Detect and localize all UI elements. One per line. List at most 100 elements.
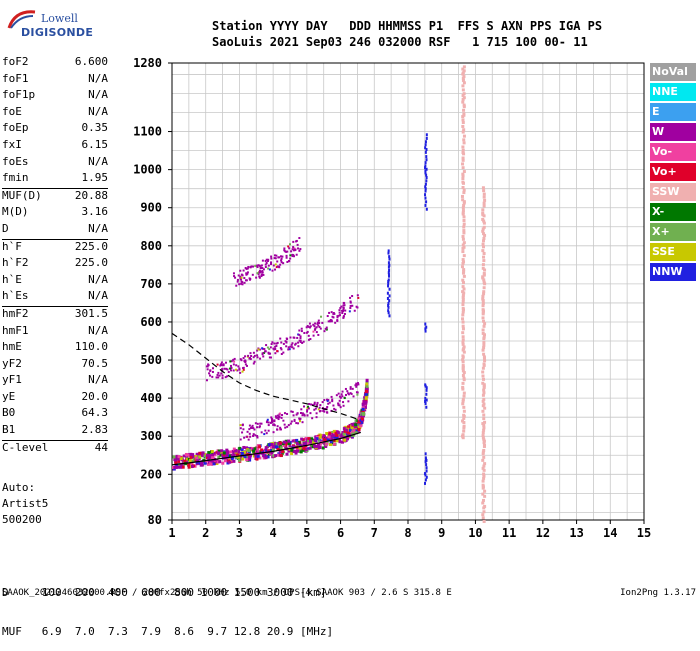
param-value: 20.88 (74, 188, 108, 202)
interference-point (481, 266, 485, 270)
echo-point (355, 382, 358, 385)
y-tick-label: 400 (140, 391, 162, 405)
interference-point (482, 324, 486, 328)
echo-point (242, 269, 245, 272)
interference-point (481, 492, 485, 496)
echo-point (323, 438, 327, 442)
echo-point (249, 453, 253, 457)
echo-point (349, 296, 352, 299)
interference-point (461, 342, 465, 346)
echo-point (241, 370, 244, 373)
interference-point (461, 295, 465, 299)
header-values: SaoLuis 2021 Sep03 246 032000 RSF 1 715 … (212, 35, 588, 49)
echo-point (340, 305, 343, 308)
interference-point (461, 364, 465, 368)
echo-point (195, 456, 199, 460)
echo-point (342, 404, 345, 407)
echo-point (200, 453, 204, 457)
y-tick-label: 300 (140, 429, 162, 443)
echo-point (189, 455, 193, 459)
echo-point (276, 416, 279, 419)
echo-point (315, 331, 318, 334)
param-key: h`E (2, 272, 22, 286)
echo-point (316, 403, 319, 406)
interference-point (482, 455, 486, 459)
echo-point (331, 434, 335, 438)
echo-point (267, 443, 271, 447)
param-row: foF1 N/A (2, 72, 108, 89)
param-row: h`Es N/A (2, 289, 108, 306)
echo-point (249, 266, 252, 269)
interference-point (462, 215, 466, 219)
echo-point (232, 272, 235, 275)
echo-point (221, 453, 225, 457)
param-value: N/A (88, 289, 108, 303)
echo-point (191, 459, 195, 463)
interference-point (388, 299, 391, 303)
interference-point (482, 441, 486, 445)
echo-point (286, 338, 289, 341)
echo-point (275, 342, 278, 345)
echo-point (298, 339, 301, 342)
param-row: fmin 1.95 (2, 171, 108, 188)
echo-point (298, 333, 301, 336)
interference-point (461, 71, 465, 75)
echo-point (207, 457, 211, 461)
echo-point (206, 365, 209, 368)
interference-point (462, 134, 466, 138)
echo-point (255, 276, 258, 279)
echo-point (174, 466, 178, 470)
interference-point (481, 458, 485, 462)
echo-point (256, 447, 260, 451)
echo-point (252, 351, 255, 354)
echo-point (250, 354, 253, 357)
echo-point (295, 413, 298, 416)
interference-point (461, 293, 465, 297)
echo-point (364, 396, 368, 400)
echo-point (269, 356, 272, 359)
interference-point (461, 124, 465, 128)
param-value: 6.600 (74, 55, 108, 68)
param-key: M(D) (2, 205, 29, 219)
interference-point (462, 371, 466, 375)
echo-point (237, 455, 241, 459)
echo-point (285, 341, 288, 344)
interference-point (423, 472, 426, 476)
param-key: yF2 (2, 356, 22, 370)
echo-point (346, 390, 349, 393)
interference-point (482, 355, 486, 359)
echo-point (337, 392, 340, 395)
echo-point (248, 432, 251, 435)
echo-point (211, 367, 214, 370)
echo-point (191, 453, 195, 457)
echo-point (334, 431, 338, 435)
interference-point (482, 388, 486, 392)
interference-point (481, 249, 485, 253)
param-key: h`F (2, 239, 22, 253)
echo-point (240, 359, 243, 362)
echo-point (278, 412, 281, 415)
interference-point (462, 421, 466, 425)
echo-point (263, 433, 266, 436)
echo-point (240, 273, 243, 276)
echo-point (276, 350, 279, 353)
echo-point (241, 431, 244, 434)
echo-point (211, 370, 214, 373)
echo-point (295, 240, 298, 243)
param-key: B0 (2, 406, 16, 420)
echo-point (232, 369, 235, 372)
echo-point (361, 402, 365, 406)
echo-point (240, 448, 244, 452)
echo-point (299, 411, 302, 414)
echo-point (280, 259, 283, 262)
interference-point (462, 413, 466, 417)
echo-point (354, 423, 358, 427)
echo-point (243, 450, 247, 454)
echo-point (313, 403, 316, 406)
echo-point (273, 257, 276, 260)
interference-point (461, 399, 465, 403)
x-tick-label: 9 (438, 526, 445, 540)
echo-point (312, 323, 315, 326)
echo-point (326, 411, 329, 414)
param-value: N/A (88, 373, 108, 387)
